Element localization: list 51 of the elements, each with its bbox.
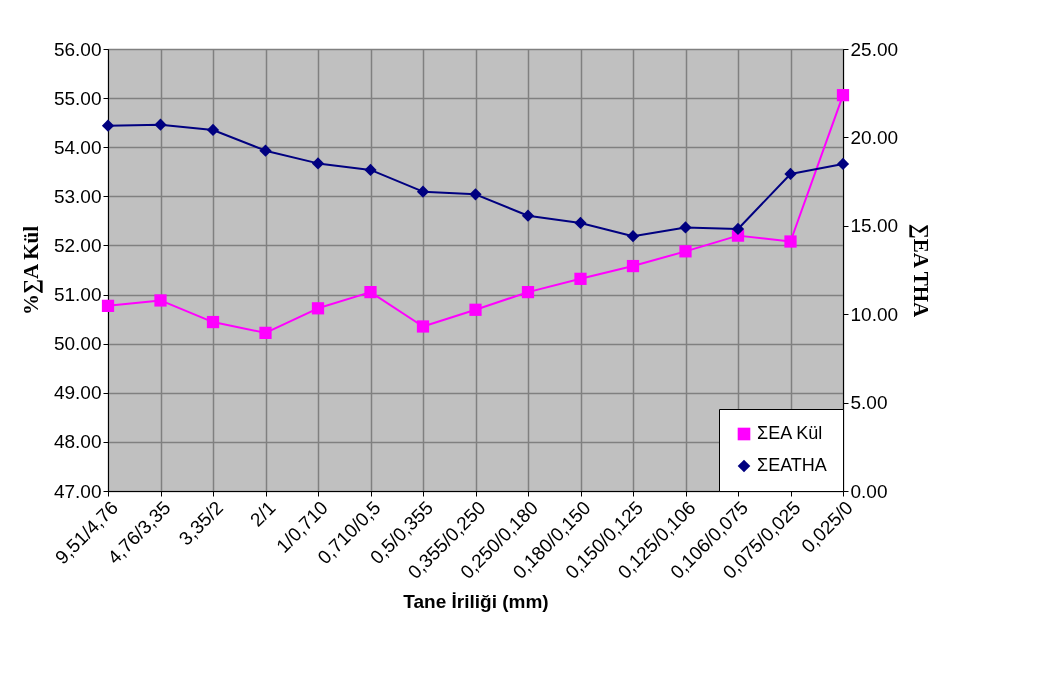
point	[206, 123, 220, 137]
y-tick-label: 51.00	[53, 284, 102, 306]
point	[574, 272, 587, 285]
y-tick-label: 50.00	[53, 333, 102, 355]
y-tick-label: 52.00	[53, 234, 102, 256]
y-tick-label: 54.00	[53, 136, 102, 158]
point	[574, 216, 587, 230]
point	[101, 299, 115, 312]
point	[521, 285, 535, 299]
point	[469, 188, 482, 201]
legend-label: ΣEA Kül	[757, 423, 823, 443]
y2-tick-label: 20.00	[850, 126, 899, 148]
x-tick-label: 2/1	[245, 497, 280, 531]
point	[364, 285, 377, 299]
y-tick-label: 53.00	[53, 185, 102, 207]
point	[311, 302, 325, 315]
point	[206, 315, 220, 329]
point	[679, 221, 692, 234]
point	[311, 157, 325, 170]
y-tick-label: 48.00	[53, 431, 102, 453]
y2-tick-label: 25.00	[850, 38, 899, 60]
point	[416, 185, 430, 198]
point	[731, 222, 745, 236]
legend-label: ΣEATHA	[757, 455, 827, 475]
point	[679, 245, 692, 258]
point	[836, 89, 850, 102]
y2-axis-title: ∑EA THA	[909, 223, 934, 319]
point	[626, 259, 640, 273]
point	[836, 157, 850, 171]
point	[259, 144, 272, 157]
point	[364, 163, 377, 177]
point	[259, 326, 272, 339]
y2-tick-label: 5.00	[850, 392, 888, 414]
point	[101, 119, 115, 132]
point	[784, 235, 797, 248]
point	[626, 230, 640, 243]
y-tick-label: 49.00	[53, 382, 102, 404]
y-tick-label: 55.00	[53, 87, 102, 109]
point	[154, 118, 167, 131]
point	[784, 167, 797, 181]
y-tick-label: 47.00	[53, 480, 102, 502]
y2-tick-label: 10.00	[850, 303, 899, 325]
x-axis-title: Tane İriliği (mm)	[403, 590, 549, 612]
y-axis-title: %∑A Kül	[18, 225, 43, 316]
point	[416, 320, 430, 333]
y2-tick-label: 0.00	[850, 480, 888, 502]
y2-tick-label: 15.00	[850, 215, 899, 237]
y-tick-label: 56.00	[53, 38, 102, 60]
point	[154, 294, 167, 307]
point	[469, 303, 482, 316]
point	[521, 209, 535, 222]
